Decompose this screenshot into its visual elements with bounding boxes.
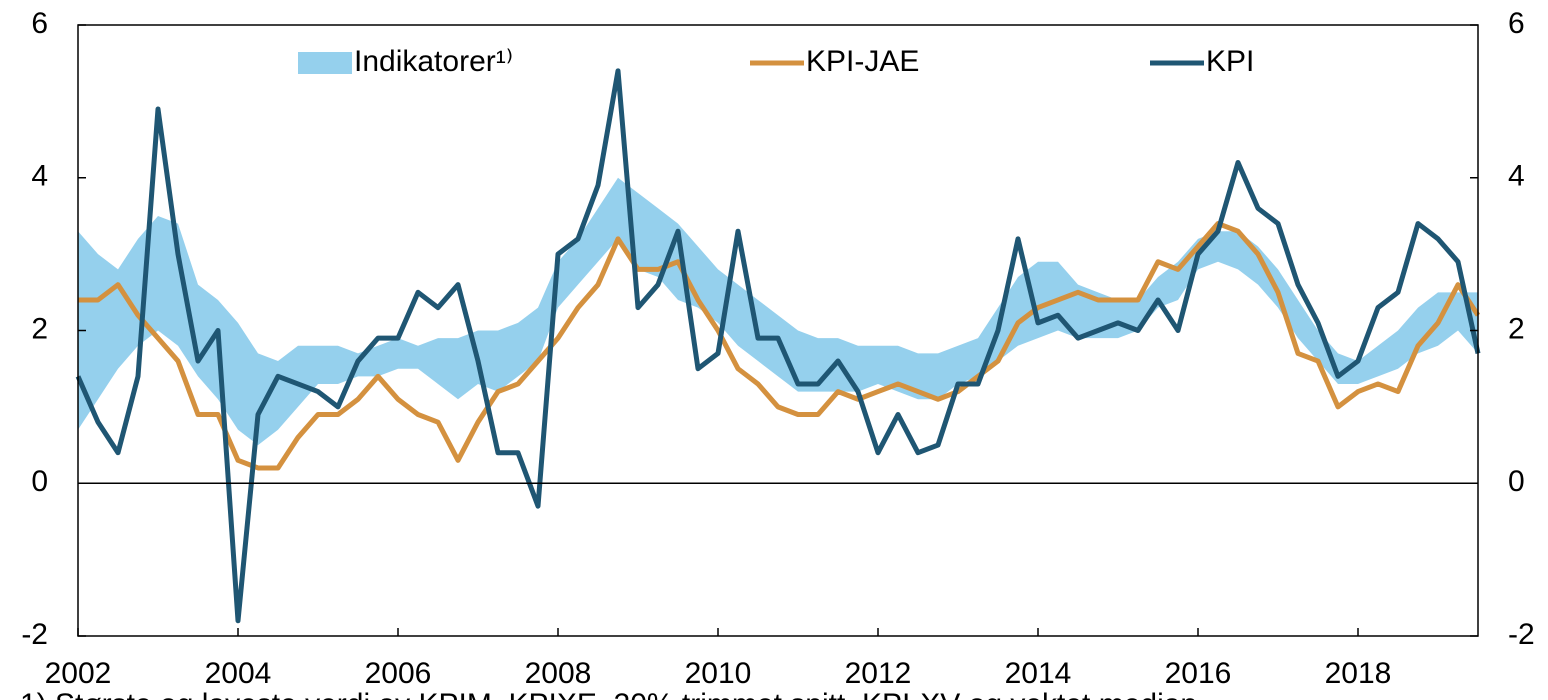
x-tick-label: 2016 <box>1165 657 1232 690</box>
y-tick-label: 2 <box>31 312 48 345</box>
y-tick-label: 4 <box>31 160 48 193</box>
y-tick-label: -2 <box>21 618 48 651</box>
legend-swatch <box>298 52 352 74</box>
y-tick-label: 6 <box>31 7 48 40</box>
footnote: 1) Største og laveste verdi av KPIM, KPI… <box>20 688 1197 700</box>
y2-tick-label: -2 <box>1508 618 1535 651</box>
y-tick-label: 0 <box>31 465 48 498</box>
x-tick-label: 2006 <box>365 657 432 690</box>
line <box>78 221 1481 471</box>
plot <box>75 68 1481 624</box>
y2-tick-label: 0 <box>1508 465 1525 498</box>
y2-tick-label: 4 <box>1508 160 1525 193</box>
legend-label: Indikatorer¹⁾ <box>354 45 513 78</box>
line <box>75 68 1481 624</box>
legend-label: KPI-JAE <box>806 45 919 78</box>
x-tick-label: 2008 <box>525 657 592 690</box>
y2-tick-label: 2 <box>1508 312 1525 345</box>
x-tick-label: 2012 <box>845 657 912 690</box>
x-tick-label: 2014 <box>1005 657 1072 690</box>
x-tick-label: 2018 <box>1325 657 1392 690</box>
legend-label: KPI <box>1206 45 1254 78</box>
x-tick-label: 2010 <box>685 657 752 690</box>
x-tick-label: 2002 <box>45 657 112 690</box>
y2-tick-label: 6 <box>1508 7 1525 40</box>
x-tick-label: 2004 <box>205 657 272 690</box>
